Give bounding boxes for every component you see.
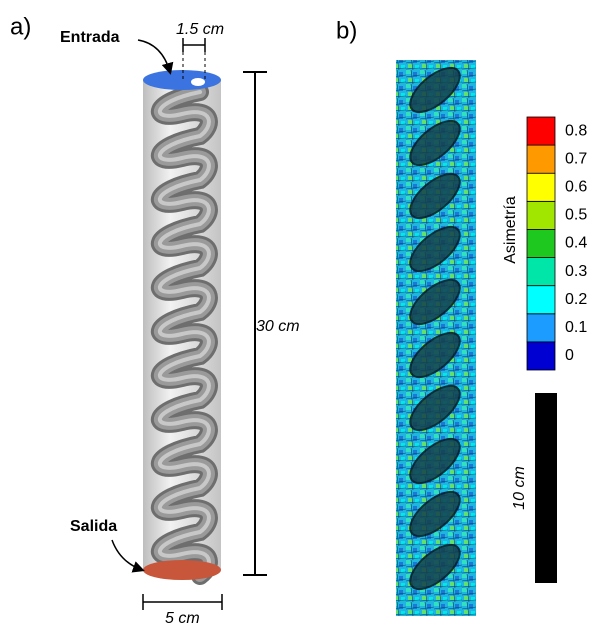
inlet-hole bbox=[191, 78, 205, 86]
colorbar-swatch bbox=[527, 201, 555, 229]
colorbar-tick-label: 0 bbox=[565, 347, 574, 364]
height-label: 30 cm bbox=[256, 318, 300, 335]
colorbar-tick-label: 0.5 bbox=[565, 207, 587, 224]
helix bbox=[160, 92, 209, 576]
scale-bar-label: 10 cm bbox=[511, 466, 528, 510]
colorbar-swatch bbox=[527, 117, 555, 145]
outlet-label: Salida bbox=[70, 518, 117, 535]
colorbar-tick-label: 0.1 bbox=[565, 319, 587, 336]
colorbar-title: Asimetría bbox=[502, 196, 519, 264]
panel-label: b) bbox=[336, 17, 357, 44]
scale-bar bbox=[535, 393, 557, 583]
inlet-dimension bbox=[183, 38, 205, 52]
outlet-face bbox=[143, 560, 221, 580]
inlet-arrow bbox=[138, 40, 170, 72]
colorbar-swatch bbox=[527, 286, 555, 314]
colorbar-tick-label: 0.3 bbox=[565, 263, 587, 280]
colorbar-tick-label: 0.2 bbox=[565, 291, 587, 308]
diameter-dimension bbox=[143, 594, 222, 610]
colorbar-tick-label: 0.7 bbox=[565, 150, 587, 167]
inlet-face bbox=[143, 70, 221, 90]
diameter-label: 5 cm bbox=[165, 610, 200, 627]
colorbar-swatch bbox=[527, 258, 555, 286]
colorbar-tick-label: 0.6 bbox=[565, 178, 587, 195]
colorbar-swatch bbox=[527, 342, 555, 370]
colorbar: 0 0.1 0.2 0.3 0.4 0.5 0.6 0.7 0.8 bbox=[527, 117, 587, 370]
colorbar-swatch bbox=[527, 314, 555, 342]
colorbar-tick-label: 0.4 bbox=[565, 235, 587, 252]
inlet-diameter: 1.5 cm bbox=[176, 21, 224, 38]
colorbar-swatch bbox=[527, 173, 555, 201]
figure: a) Entrada Salida 1.5 cm 30 cm 5 cm b) 0… bbox=[0, 0, 592, 629]
inlet-label: Entrada bbox=[60, 29, 120, 46]
colorbar-swatch bbox=[527, 145, 555, 173]
outlet-arrow bbox=[112, 540, 142, 570]
panel-label: a) bbox=[10, 13, 31, 40]
colorbar-tick-label: 0.8 bbox=[565, 122, 587, 139]
colorbar-swatch bbox=[527, 229, 555, 257]
